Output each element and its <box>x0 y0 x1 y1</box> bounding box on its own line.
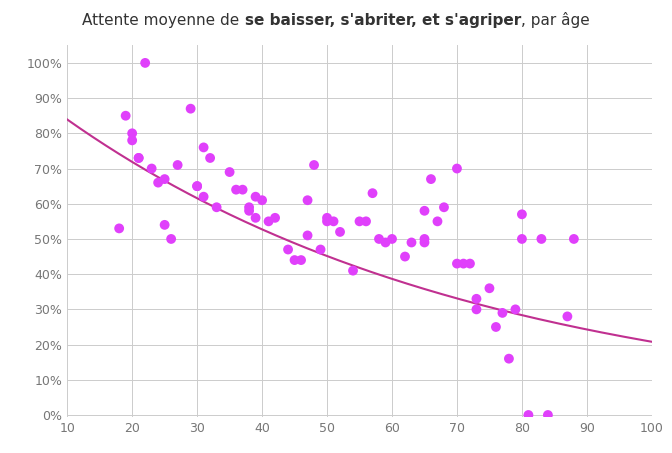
Point <box>159 221 170 228</box>
Point <box>230 186 241 193</box>
Point <box>153 179 163 186</box>
Point <box>347 267 358 274</box>
Point <box>263 218 274 225</box>
Point <box>205 154 216 162</box>
Point <box>569 235 579 242</box>
Point <box>237 186 248 193</box>
Point <box>452 165 462 172</box>
Point <box>374 235 384 242</box>
Point <box>146 165 157 172</box>
Point <box>367 189 378 197</box>
Point <box>562 313 573 320</box>
Point <box>419 207 430 214</box>
Point <box>471 306 482 313</box>
Point <box>361 218 372 225</box>
Point <box>296 256 306 264</box>
Point <box>159 175 170 183</box>
Point <box>185 105 196 112</box>
Point <box>250 214 261 222</box>
Point <box>542 411 553 419</box>
Point <box>140 59 151 67</box>
Point <box>471 295 482 303</box>
Point <box>523 411 534 419</box>
Point <box>250 193 261 200</box>
Point <box>120 112 131 119</box>
Point <box>315 246 326 253</box>
Point <box>302 197 313 204</box>
Point <box>133 154 144 162</box>
Text: se baisser, s'abriter, et s'agriper: se baisser, s'abriter, et s'agriper <box>245 13 521 28</box>
Point <box>497 309 508 317</box>
Point <box>244 207 255 214</box>
Point <box>452 260 462 267</box>
Point <box>406 239 417 246</box>
Point <box>517 211 528 218</box>
Point <box>503 355 514 362</box>
Point <box>354 218 365 225</box>
Point <box>322 218 333 225</box>
Point <box>380 239 391 246</box>
Point <box>464 260 475 267</box>
Text: , par âge: , par âge <box>521 12 589 29</box>
Point <box>517 235 528 242</box>
Point <box>127 130 138 137</box>
Point <box>439 204 450 211</box>
Point <box>302 232 313 239</box>
Point <box>283 246 294 253</box>
Point <box>192 183 202 190</box>
Point <box>419 239 430 246</box>
Point <box>432 218 443 225</box>
Point <box>211 204 222 211</box>
Point <box>127 137 138 144</box>
Point <box>425 175 436 183</box>
Point <box>335 228 345 236</box>
Point <box>386 235 397 242</box>
Point <box>198 144 209 151</box>
Point <box>491 323 501 331</box>
Point <box>328 218 339 225</box>
Point <box>224 169 235 176</box>
Point <box>400 253 411 260</box>
Point <box>458 260 469 267</box>
Point <box>289 256 300 264</box>
Text: Attente moyenne de: Attente moyenne de <box>83 13 245 28</box>
Point <box>198 193 209 200</box>
Point <box>419 235 430 242</box>
Point <box>269 214 280 222</box>
Point <box>510 306 521 313</box>
Point <box>257 197 267 204</box>
Point <box>114 225 124 232</box>
Point <box>322 214 333 222</box>
Point <box>536 235 547 242</box>
Point <box>308 161 319 169</box>
Point <box>192 183 202 190</box>
Point <box>166 235 177 242</box>
Point <box>133 154 144 162</box>
Point <box>172 161 183 169</box>
Point <box>484 284 495 292</box>
Point <box>244 204 255 211</box>
